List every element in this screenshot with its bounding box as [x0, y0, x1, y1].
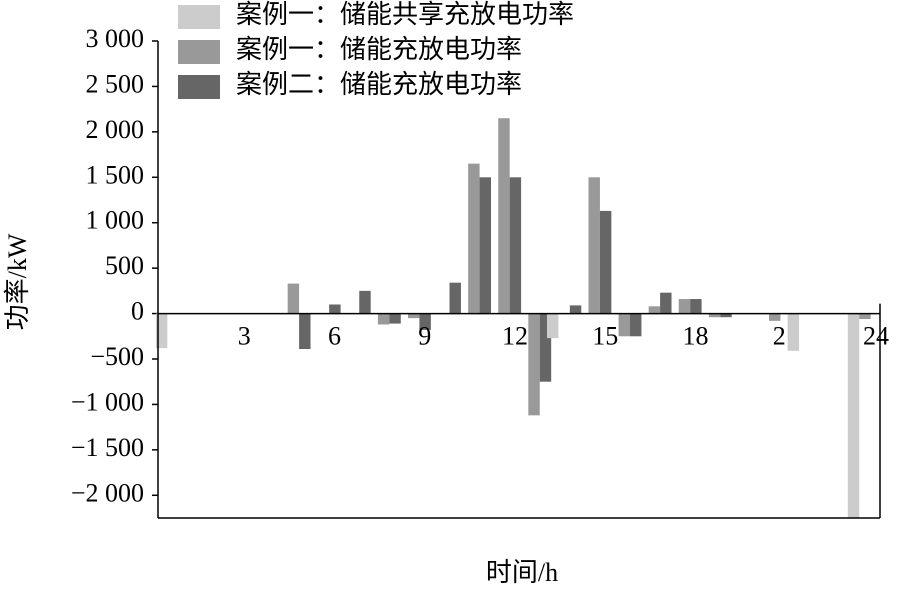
bar — [660, 292, 672, 314]
y-tick-label: 2 500 — [86, 69, 145, 98]
bar — [407, 313, 420, 319]
bar — [449, 282, 461, 314]
bar — [155, 313, 168, 349]
bar — [479, 177, 492, 314]
y-tick-label: −500 — [90, 342, 144, 371]
legend-label: 案例一：储能共享充放电功率 — [236, 0, 574, 29]
bar — [539, 313, 552, 382]
legend-swatch — [178, 5, 220, 29]
bar — [678, 299, 691, 314]
bar — [630, 313, 642, 337]
bar — [546, 313, 559, 339]
bar — [648, 306, 661, 314]
bar — [528, 313, 540, 416]
bar — [359, 290, 371, 314]
legend-swatch — [178, 40, 220, 64]
x-tick-label: 15 — [592, 322, 618, 351]
x-tick-label: 12 — [502, 322, 528, 351]
bar — [599, 210, 612, 314]
x-axis-label: 时间/h — [486, 558, 558, 587]
x-tick-label: 18 — [683, 322, 709, 351]
x-tick-label: 6 — [328, 322, 341, 351]
y-tick-label: 1 000 — [86, 206, 145, 235]
bar — [569, 305, 582, 314]
legend-label: 案例二：储能充放电功率 — [236, 70, 522, 99]
bar — [720, 313, 732, 318]
y-tick-label: −1 000 — [71, 387, 144, 416]
x-tick-label: 24 — [863, 322, 889, 351]
y-tick-label: 2 000 — [86, 115, 145, 144]
y-tick-label: 500 — [105, 251, 144, 280]
legend-label: 案例一：储能充放电功率 — [236, 35, 522, 64]
x-tick-label: 9 — [418, 322, 431, 351]
y-tick-label: −2 000 — [71, 478, 144, 507]
y-axis-label: 功率/kW — [3, 233, 32, 330]
bar — [588, 177, 600, 314]
bar — [419, 313, 431, 330]
bar — [498, 118, 510, 314]
bar — [287, 283, 300, 314]
bar — [618, 313, 631, 337]
bar — [509, 177, 522, 314]
bar — [329, 304, 341, 314]
bar — [389, 313, 401, 324]
bar — [787, 313, 800, 351]
legend-swatch — [178, 75, 220, 99]
bar — [847, 313, 860, 518]
bar — [690, 299, 702, 314]
bar — [708, 313, 721, 318]
y-tick-label: 3 000 — [86, 24, 145, 53]
bar — [377, 313, 390, 325]
y-tick-label: 0 — [131, 297, 144, 326]
x-tick-label: 3 — [238, 322, 251, 351]
bar — [468, 163, 480, 314]
bar — [768, 313, 781, 321]
bar — [299, 313, 311, 350]
y-tick-label: 1 500 — [86, 160, 145, 189]
bar — [859, 313, 871, 320]
y-tick-label: −1 500 — [71, 433, 144, 462]
